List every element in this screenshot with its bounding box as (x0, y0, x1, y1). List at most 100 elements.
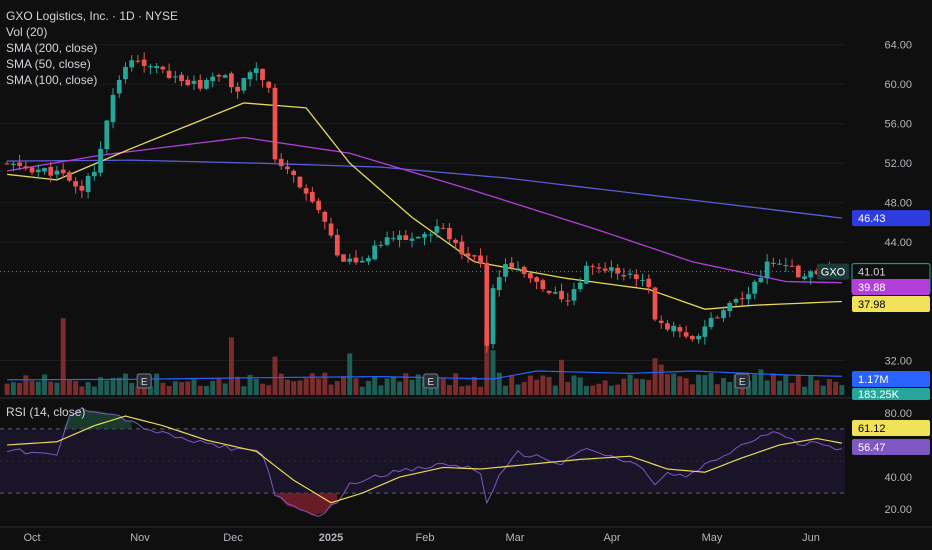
volume-bar (66, 379, 72, 395)
candle (4, 161, 10, 165)
volume-bar (241, 386, 247, 395)
candle (322, 210, 328, 230)
volume-bar (646, 380, 652, 395)
candle-body (166, 70, 172, 78)
rsi-ma-line (7, 415, 842, 504)
volume-bar (328, 384, 334, 395)
candle (447, 223, 452, 244)
candle-body (241, 78, 247, 91)
indicator-volume[interactable]: Vol (20) (6, 25, 48, 39)
candle-body (814, 270, 820, 275)
sma100-tag-box (852, 279, 930, 295)
time-label: Jun (802, 532, 820, 544)
volume-bar (440, 378, 446, 395)
candle (204, 77, 209, 90)
volume-bar (73, 381, 79, 395)
candle-body (129, 60, 135, 68)
candle-body (272, 87, 278, 160)
candle (409, 232, 415, 248)
volume-bar (35, 381, 41, 395)
candle (658, 315, 664, 329)
candle (347, 253, 353, 265)
candle-body (285, 166, 290, 170)
volume-bar (284, 379, 290, 395)
candle (727, 300, 733, 318)
price-tick-label: 48.00 (884, 198, 912, 210)
earnings-marker-text: E (141, 377, 148, 388)
candle (752, 279, 758, 300)
price-tick-label: 60.00 (884, 79, 912, 91)
volume-bar (85, 382, 91, 395)
candle (690, 334, 695, 342)
rsi-tag-box (852, 439, 930, 455)
volume-bar (403, 373, 409, 395)
candles (4, 52, 845, 353)
candle-body (17, 162, 22, 167)
volume-bar (839, 385, 845, 395)
chart-legend: GXO Logistics, Inc. · 1D · NYSE Vol (20)… (6, 8, 178, 88)
candle-body (260, 68, 265, 81)
candle-body (764, 261, 770, 279)
volume-bar (122, 373, 128, 395)
candle-body (334, 234, 340, 256)
candle-body (708, 317, 714, 328)
candle (17, 154, 22, 171)
candle-body (609, 267, 614, 271)
candle-body (565, 300, 571, 302)
volume-ma-tag: 1.17M (852, 371, 930, 387)
candle-body (397, 235, 402, 240)
candle (35, 164, 41, 178)
volume-bar (334, 381, 340, 395)
candle-body (403, 235, 409, 240)
candle-body (633, 274, 639, 280)
volume-bar (129, 382, 135, 395)
volume-bar (752, 374, 758, 395)
candle (185, 75, 191, 87)
volume-bar (197, 385, 203, 395)
candle-body (665, 323, 670, 330)
sma50-tag-box (852, 296, 930, 312)
candle (42, 167, 47, 175)
candle (272, 83, 278, 163)
volume-bar (671, 373, 677, 395)
indicator-sma50[interactable]: SMA (50, close) (6, 57, 91, 71)
candle (559, 283, 564, 303)
volume-bar (104, 380, 110, 395)
indicator-sma100[interactable]: SMA (100, close) (6, 73, 98, 87)
volume-bar (484, 326, 490, 395)
candle-body (540, 280, 546, 290)
indicator-sma200[interactable]: SMA (200, close) (6, 41, 98, 55)
volume-bar (116, 377, 122, 395)
candle-body (484, 262, 490, 346)
candle (372, 240, 378, 261)
candle (746, 286, 751, 306)
candle-body (141, 59, 147, 67)
rsi-tag: 56.47 (852, 439, 930, 455)
candle-body (85, 176, 91, 192)
candle (671, 321, 677, 337)
candle (471, 254, 477, 263)
sma50-line (7, 102, 842, 310)
sma200-tag-box (852, 210, 930, 227)
volume-bar (833, 381, 839, 395)
candle (434, 219, 440, 238)
volume-ma-tag-text: 1.17M (858, 374, 889, 386)
candle-body (490, 288, 496, 345)
candle-body (172, 76, 178, 78)
candle (509, 256, 515, 271)
candle-body (646, 278, 652, 288)
candle-body (802, 276, 807, 279)
volume-bar (683, 378, 689, 395)
candle (91, 165, 97, 181)
candle-body (390, 238, 396, 240)
volume-bar (714, 384, 720, 395)
candle (696, 333, 701, 344)
rsi-legend[interactable]: RSI (14, close) (6, 405, 86, 419)
volume-bar (758, 369, 764, 395)
volume-bar (795, 374, 801, 395)
candle-body (29, 167, 35, 173)
volume-bar (677, 376, 683, 395)
volume-bar (316, 378, 322, 395)
candle (478, 248, 483, 268)
